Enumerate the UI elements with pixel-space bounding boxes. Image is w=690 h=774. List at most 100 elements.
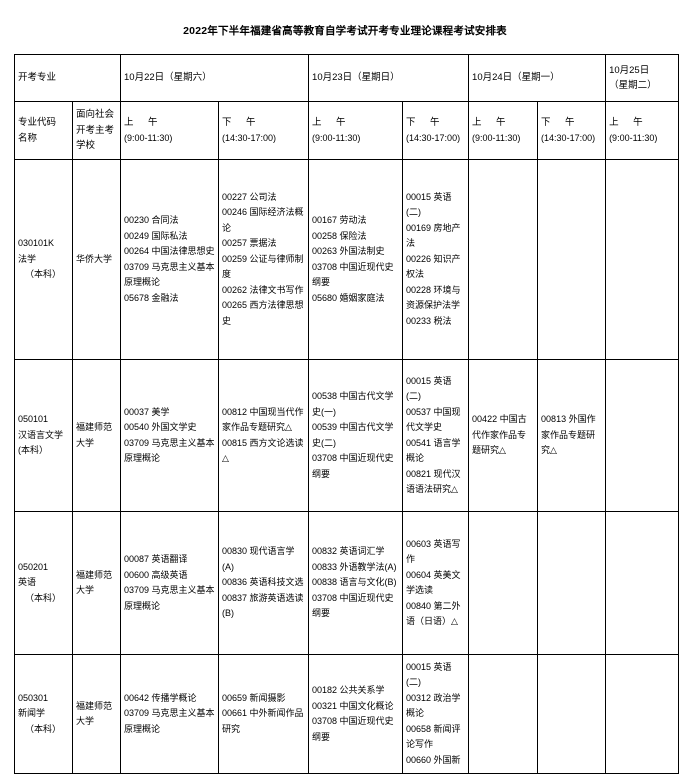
course-entry: 00815 西方文论选读△ (222, 437, 304, 464)
course-cell-s1: 00037 美学 00540 外国文学史 03709 马克思主义基本原理概论 (120, 359, 220, 512)
header-session-1-period: 上 午 (124, 117, 161, 128)
host-school-cell: 福建师范大学 (71, 654, 122, 774)
course-cell-s4: 00603 英语写作 00604 英美文学选读 00840 第二外语（日语）△ (402, 511, 470, 655)
course-entry: 00226 知识产权法 (406, 253, 461, 280)
page-title: 2022年下半年福建省高等教育自学考试开考专业理论课程考试安排表 (183, 25, 507, 37)
course-cell-s7 (605, 359, 680, 512)
header-session-7-time: (9:00-11:30) (609, 132, 658, 143)
course-entry: 00169 房地产法 (406, 222, 461, 249)
major-code: 030101K (18, 238, 55, 249)
course-cell-s1: 00087 英语翻译 00600 高级英语 03709 马克思主义基本原理概论 (120, 511, 220, 655)
course-cell-s7 (605, 159, 680, 360)
major-code-cell: 050301 新闻学 （本科） (14, 654, 73, 774)
course-cell-s7 (605, 511, 680, 655)
course-entry: 00830 现代语言学(A) (222, 546, 295, 572)
header-session-7: 上 午 (9:00-11:30) (605, 101, 680, 160)
course-entry: 03709 马克思主义基本原理概论 (124, 585, 215, 611)
course-entry: 00087 英语翻译 (124, 554, 188, 564)
course-entry: 00259 公证与律师制度 (222, 253, 304, 280)
course-entry: 00838 语言与文化(B) (312, 577, 397, 588)
header-session-4-period: 下 午 (406, 117, 443, 128)
course-cell-s5 (468, 654, 539, 774)
course-entry: 00312 政治学概论 (406, 692, 461, 719)
major-name: 汉语言文学 (18, 429, 64, 440)
table-row: 050301 新闻学 （本科） 福建师范大学 00642 传播学概论 03709 … (14, 654, 680, 774)
major-code-cell: 050201 英语 （本科） (14, 511, 73, 655)
course-entry: 00258 保险法 (312, 230, 367, 241)
header-session-3-period: 上 午 (312, 117, 349, 128)
course-entry: 00262 法律文书写作 (222, 284, 304, 295)
course-entry: 00265 西方法律思想史 (222, 300, 304, 326)
course-entry: 05680 婚姻家庭法 (312, 292, 385, 303)
header-session-3: 上 午 (9:00-11:30) (308, 101, 404, 160)
course-entry: 00537 中国现代文学史 (406, 406, 461, 433)
course-cell-s6 (537, 654, 607, 774)
major-level: （本科） (25, 269, 62, 280)
course-cell-s2: 00659 新闻摄影 00661 中外新闻作品研究 (218, 654, 310, 774)
header-day-oct22: 10月22日（星期六） (120, 54, 310, 102)
course-entry: 00604 英美文学选读 (406, 569, 461, 596)
header-session-6: 下 午 (14:30-17:00) (537, 101, 607, 160)
course-cell-s6: 00813 外国作家作品专题研究△ (537, 359, 607, 512)
header-session-1-time: (9:00-11:30) (124, 132, 173, 143)
course-cell-s6 (537, 159, 607, 360)
host-school-cell: 华侨大学 (71, 159, 122, 360)
course-cell-s1: 00642 传播学概论 03709 马克思主义基本原理概论 (120, 654, 220, 774)
host-school-cell: 福建师范大学 (71, 511, 122, 655)
host-school-cell: 福建师范大学 (71, 359, 122, 512)
course-entry: 00660 外国新 (406, 754, 461, 765)
course-cell-s7 (605, 654, 680, 774)
header-host-school: 面向社会 开考主考 学校 (71, 101, 122, 160)
major-code: 050301 (18, 692, 49, 703)
course-entry: 00249 国际私法 (124, 230, 188, 241)
major-name: 法学 (18, 253, 37, 264)
table-row: 050201 英语 （本科） 福建师范大学 00087 英语翻译 00600 高级… (14, 511, 680, 655)
course-entry: 00182 公共关系学 (312, 685, 385, 695)
header-major-code-line2: 名称 (18, 132, 38, 144)
major-level: (本科） (18, 445, 48, 456)
header-session-4-time: (14:30-17:00) (406, 132, 461, 143)
major-name: 新闻学 (18, 708, 46, 719)
course-entry: 00539 中国古代文学史(二) (312, 422, 394, 448)
course-entry: 00658 新闻评论写作 (406, 723, 461, 750)
course-cell-s2: 00227 公司法 00246 国际经济法概论 00257 票据法 00259 公证与… (218, 159, 310, 360)
course-entry: 00264 中国法律思想史 (124, 246, 215, 256)
course-entry: 00661 中外新闻作品研究 (222, 708, 304, 734)
course-cell-s5: 00422 中国古代作家作品专题研究△ (468, 359, 539, 512)
header-session-3-time: (9:00-11:30) (312, 132, 361, 143)
course-entry: 00263 外国法制史 (312, 246, 385, 256)
table-row: 050101 汉语言文学 (本科） 福建师范大学 00037 美学 00540 外… (14, 359, 680, 512)
course-cell-s4: 00015 英语(二) 00537 中国现代文学史 00541 语言学概论 00821… (402, 359, 470, 512)
course-entry: 00015 英语(二) (406, 661, 452, 688)
course-entry: 00840 第二外语（日语）△ (406, 600, 461, 627)
table-head: 开考专业 10月22日（星期六） 10月23日（星期日） 10月24日（星期一）… (13, 54, 680, 160)
course-entry: 00600 高级英语 (124, 569, 188, 580)
course-entry: 03709 马克思主义基本原理概论 (124, 261, 215, 288)
header-day-oct25: 10月25日 （星期二） (605, 54, 680, 102)
course-cell-s2: 00830 现代语言学(A) 00836 英语科技文选 00837 旅游英语选读(B… (218, 511, 310, 655)
header-session-5-period: 上 午 (472, 117, 509, 128)
course-entry: 00833 外语教学法(A) (312, 561, 397, 572)
header-day-oct25-date: 10月25日 (609, 64, 650, 76)
course-entry: 00837 旅游英语选读(B) (222, 592, 304, 619)
header-session-7-period: 上 午 (609, 117, 646, 128)
major-code-cell: 050101 汉语言文学 (本科） (14, 359, 73, 512)
course-entry: 00812 中国现当代作家作品专题研究△ (222, 406, 304, 433)
course-cell-s3: 00538 中国古代文学史(一) 00539 中国古代文学史(二) 03708 中国… (308, 359, 404, 512)
course-entry: 00321 中国文化概论 (312, 700, 394, 711)
header-session-4: 下 午 (14:30-17:00) (402, 101, 470, 160)
course-cell-s3: 00832 英语词汇学 00833 外语教学法(A) 00838 语言与文化(B) 0… (308, 511, 404, 655)
course-entry: 03708 中国近现代史纲要 (312, 716, 394, 742)
major-code: 050201 (18, 561, 49, 572)
header-major-code: 专业代码 名称 (14, 101, 73, 160)
course-entry: 00642 传播学概论 (124, 692, 197, 703)
major-level: （本科） (25, 723, 62, 734)
course-cell-s5 (468, 159, 539, 360)
header-day-oct25-weekday: （星期二） (609, 80, 657, 91)
course-entry: 00257 票据法 (222, 238, 277, 249)
header-major-code-line1: 专业代码 (18, 117, 57, 128)
course-cell-s4: 00015 英语(二) 00169 房地产法 00226 知识产权法 00228 环境… (402, 159, 470, 360)
course-entry: 03708 中国近现代史纲要 (312, 453, 394, 479)
header-host-school-line2: 开考主考 (76, 124, 115, 136)
